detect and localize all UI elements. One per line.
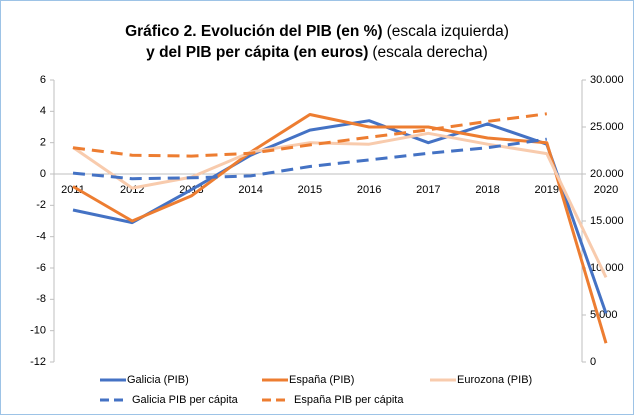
y-tick-label: 0 [40,168,46,180]
title-part: y del PIB per cápita (en euros) [146,44,368,61]
y-tick-label: -10 [30,325,46,337]
x-tick-label: 2015 [298,184,322,196]
x-tick-label: 2011 [61,184,85,196]
series-line [72,137,548,181]
y-tick-label: -8 [36,293,46,305]
y-tick-label: -2 [36,199,46,211]
y-tick-label: -4 [36,231,46,243]
legend-label: España PIB per cápita [294,394,404,406]
x-tick-label: 2020 [594,184,618,196]
title-part: (escala derecha) [372,44,487,61]
x-tick-label: 2017 [416,184,440,196]
series-line [72,112,547,158]
title-part: Gráfico 2. Evolución del PIB (en %) [125,23,383,40]
y2-tick-label: 25.000 [590,121,624,133]
series-line [72,113,608,344]
legend-label: Eurozona (PIB) [457,374,532,386]
y2-tick-label: 10.000 [590,262,624,274]
y2-tick-label: 0 [590,356,596,368]
chart-title: Gráfico 2. Evolución del PIB (en %) (esca… [125,23,509,40]
y-tick-label: -6 [36,262,46,274]
series-line [72,131,608,279]
y-tick-label: 6 [40,74,46,86]
y-tick-label: 2 [40,137,46,149]
legend-label: España (PIB) [289,374,354,386]
x-tick-label: 2019 [535,184,559,196]
legend-label: Galicia (PIB) [127,374,189,386]
y2-tick-label: 15.000 [590,215,624,227]
chart-title: y del PIB per cápita (en euros) (escala d… [146,44,488,61]
series-line [72,119,608,314]
x-tick-label: 2016 [357,184,381,196]
x-tick-label: 2014 [238,184,262,196]
legend-label: Galicia PIB per cápita [132,394,239,406]
y2-tick-label: 30.000 [590,74,624,86]
x-tick-label: 2018 [475,184,499,196]
y-tick-label: -12 [30,356,46,368]
y2-tick-label: 20.000 [590,168,624,180]
title-part: (escala izquierda) [387,23,509,40]
y-tick-label: 4 [40,105,46,117]
